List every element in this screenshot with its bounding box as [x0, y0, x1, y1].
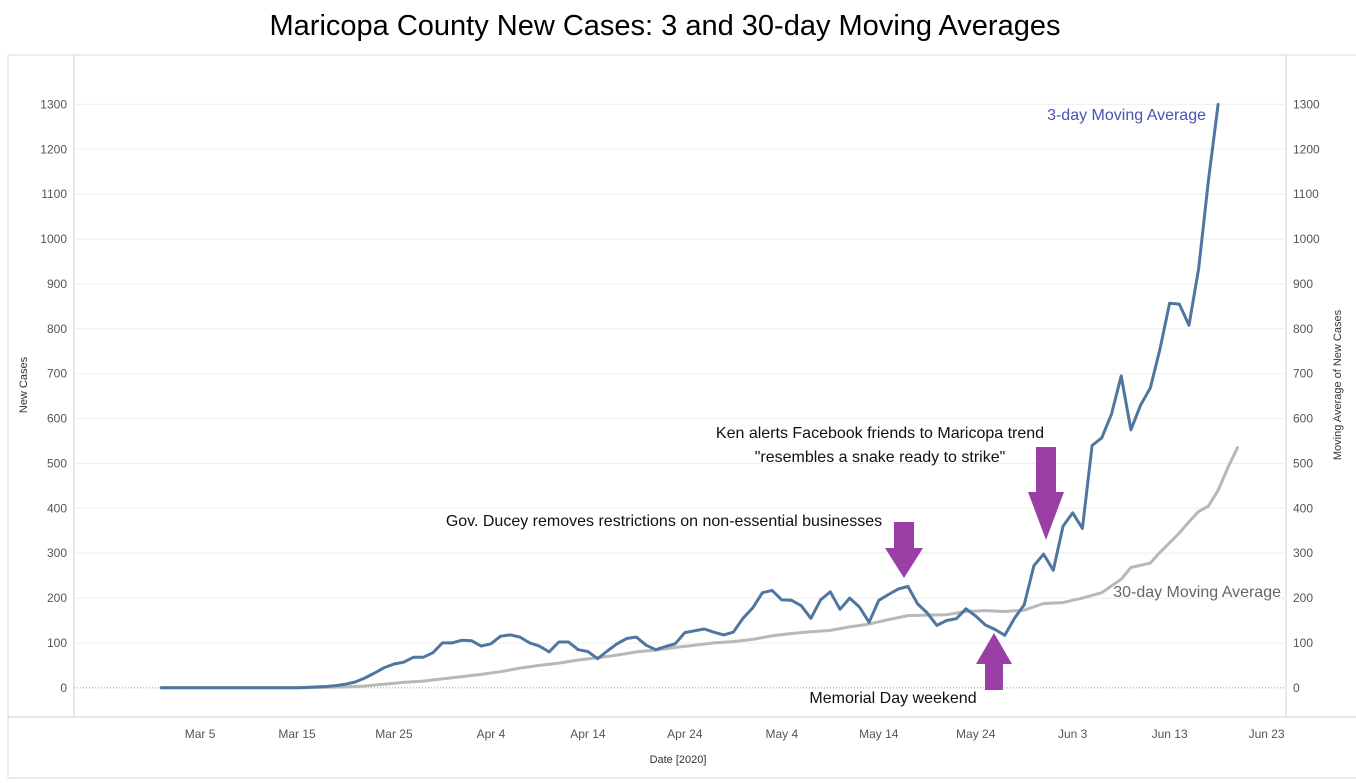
y-tick-label-left: 300 — [47, 546, 67, 560]
x-axis-label: Date [2020] — [650, 754, 707, 766]
y-axis-right-label: Moving Average of New Cases — [1332, 309, 1344, 460]
y-axis-left-label: New Cases — [18, 356, 30, 413]
y-tick-label-right: 600 — [1293, 412, 1313, 426]
y-tick-label-left: 700 — [47, 367, 67, 381]
series-lines — [159, 102, 1239, 690]
y-tick-label-right: 1100 — [1293, 187, 1319, 201]
y-tick-label-left: 0 — [60, 681, 67, 695]
y-tick-label-right: 900 — [1293, 277, 1313, 291]
arrow-ducey-icon — [885, 522, 923, 578]
annotation-arrows — [885, 447, 1064, 690]
y-tick-label-left: 1200 — [40, 142, 67, 156]
annotation-ken-line1: Ken alerts Facebook friends to Maricopa … — [716, 425, 1044, 442]
x-tick-label: Apr 24 — [667, 727, 703, 741]
chart-title: Maricopa County New Cases: 3 and 30-day … — [269, 10, 1061, 42]
y-tick-label-right: 0 — [1293, 681, 1300, 695]
x-tick-label: May 24 — [956, 727, 996, 741]
y-tick-label-left: 600 — [47, 412, 67, 426]
x-tick-label: Mar 15 — [278, 727, 316, 741]
y-tick-label-left: 500 — [47, 456, 67, 470]
y-tick-label-left: 100 — [47, 636, 67, 650]
series-label-3day: 3-day Moving Average — [1047, 107, 1206, 124]
y-tick-label-left: 200 — [47, 591, 67, 605]
x-tick-label: Jun 23 — [1249, 727, 1285, 741]
x-tick-label: Jun 3 — [1058, 727, 1088, 741]
annotation-memorial: Memorial Day weekend — [809, 690, 976, 707]
y-tick-label-right: 700 — [1293, 367, 1313, 381]
y-tick-label-left: 900 — [47, 277, 67, 291]
series-label-30day: 30-day Moving Average — [1113, 584, 1281, 601]
y-tick-label-left: 1300 — [40, 97, 67, 111]
y-tick-label-right: 1200 — [1293, 142, 1320, 156]
x-tick-label: Jun 13 — [1152, 727, 1188, 741]
y-tick-label-right: 1300 — [1293, 97, 1320, 111]
arrow-memorial-icon — [976, 633, 1012, 690]
x-tick-label: May 4 — [765, 727, 798, 741]
x-axis: Mar 5 Mar 15 Mar 25 Apr 4 Apr 14 Apr 24 May 4 M… — [185, 727, 1285, 741]
y-tick-label-left: 1000 — [40, 232, 67, 246]
y-tick-label-right: 400 — [1293, 501, 1313, 515]
series-line-3day — [159, 102, 1220, 690]
y-tick-label-left: 800 — [47, 322, 67, 336]
gridlines — [74, 103, 1286, 689]
annotation-ducey: Gov. Ducey removes restrictions on non-e… — [446, 513, 882, 530]
y-axis-left: 0 100 200 300 400 500 600 700 800 900 1000 1100 1200… — [40, 97, 67, 694]
x-tick-label: Apr 14 — [570, 727, 606, 741]
x-tick-label: May 14 — [859, 727, 899, 741]
arrow-ken-icon — [1028, 447, 1064, 540]
y-tick-label-left: 1100 — [41, 187, 67, 201]
x-tick-label: Apr 4 — [477, 727, 506, 741]
y-tick-label-left: 400 — [47, 501, 67, 515]
x-tick-label: Mar 5 — [185, 727, 216, 741]
series-line-30day — [159, 446, 1239, 690]
y-tick-label-right: 200 — [1293, 591, 1313, 605]
y-tick-label-right: 800 — [1293, 322, 1313, 336]
y-tick-label-right: 300 — [1293, 546, 1313, 560]
y-tick-label-right: 1000 — [1293, 232, 1320, 246]
y-tick-label-right: 500 — [1293, 456, 1313, 470]
x-tick-label: Mar 25 — [375, 727, 413, 741]
annotation-ken-line2: "resembles a snake ready to strike" — [755, 449, 1006, 466]
y-tick-label-right: 100 — [1293, 636, 1313, 650]
y-axis-right: 0 100 200 300 400 500 600 700 800 900 1000 1100 1200… — [1293, 97, 1320, 694]
